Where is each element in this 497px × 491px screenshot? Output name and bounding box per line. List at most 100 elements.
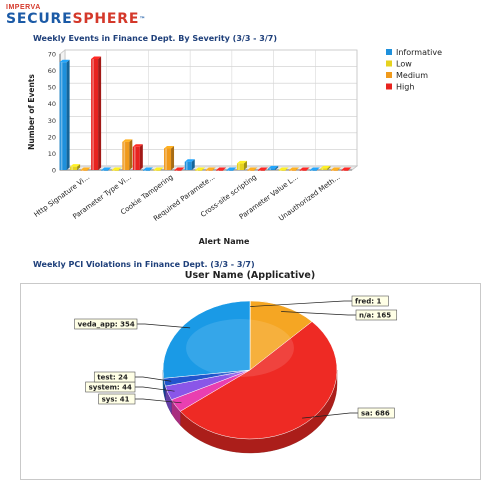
legend-label: Informative bbox=[396, 48, 442, 57]
bar-highlight bbox=[102, 170, 105, 171]
bar-top bbox=[278, 167, 289, 170]
bar bbox=[184, 161, 192, 170]
bar-highlight bbox=[300, 170, 303, 171]
bar bbox=[205, 170, 213, 171]
y-tick-label: 30 bbox=[48, 117, 56, 125]
pie-slice bbox=[249, 300, 313, 371]
plot-back-wall bbox=[64, 49, 358, 167]
bar bbox=[101, 170, 109, 171]
bar bbox=[91, 58, 99, 170]
bar-highlight bbox=[227, 170, 230, 171]
bar-highlight bbox=[311, 170, 313, 171]
bar-side bbox=[139, 144, 143, 170]
pie-leader-line bbox=[137, 323, 191, 329]
legend-swatch bbox=[386, 83, 392, 90]
brand-secure: SECURE bbox=[6, 11, 73, 27]
bar-highlight bbox=[269, 168, 271, 170]
bar bbox=[289, 170, 297, 171]
bar-highlight bbox=[92, 58, 94, 170]
y-tick-label: 40 bbox=[48, 100, 56, 108]
bar-side bbox=[191, 159, 195, 170]
bar bbox=[257, 170, 265, 171]
pie-slice bbox=[179, 321, 338, 440]
brand-sphere: SPHERE bbox=[72, 11, 140, 27]
bar-top bbox=[320, 165, 331, 169]
pie-slice-label: test: 24 bbox=[97, 374, 128, 382]
pie-chart-title: User Name (Applicative) bbox=[185, 270, 315, 281]
bar-highlight bbox=[185, 161, 188, 170]
pie-leader-line bbox=[135, 386, 175, 392]
legend-swatch bbox=[386, 72, 392, 78]
bar-top bbox=[216, 167, 227, 170]
bar-top bbox=[153, 167, 164, 170]
bar-top bbox=[257, 167, 268, 170]
bar-side bbox=[171, 145, 175, 170]
bar bbox=[70, 166, 78, 170]
bar-highlight bbox=[60, 62, 63, 170]
pie-slice-label: system: 44 bbox=[89, 384, 132, 392]
brand-logo: IMPERVA SECURESPHERE™ bbox=[6, 4, 146, 27]
pie-label-box bbox=[93, 371, 136, 383]
pie-slice bbox=[162, 300, 251, 379]
bar-side bbox=[66, 59, 70, 170]
bar-highlight bbox=[332, 170, 334, 171]
bar bbox=[164, 148, 172, 170]
y-tick-label: 10 bbox=[48, 150, 56, 158]
pie-leader-line bbox=[302, 412, 358, 419]
bar bbox=[153, 170, 161, 171]
y-tick-label: 20 bbox=[48, 133, 56, 141]
bar-top bbox=[101, 167, 112, 170]
legend-label: Low bbox=[396, 60, 412, 69]
legend-label: High bbox=[396, 83, 414, 92]
bar-highlight bbox=[113, 170, 115, 171]
bar-top bbox=[164, 145, 175, 149]
bar-top bbox=[236, 160, 247, 164]
bar bbox=[268, 168, 276, 170]
y-tick-label: 70 bbox=[48, 51, 56, 59]
bar-top bbox=[174, 167, 185, 170]
bar bbox=[247, 170, 255, 171]
bar-top bbox=[122, 139, 133, 142]
pie-label-box bbox=[98, 393, 136, 405]
bar-top bbox=[247, 167, 258, 170]
bar-top bbox=[80, 167, 91, 170]
bar-top bbox=[226, 167, 237, 170]
pie-leader-line bbox=[281, 311, 356, 316]
y-tick-label: 0 bbox=[52, 167, 56, 175]
bar-side bbox=[243, 160, 247, 170]
bar-top bbox=[59, 59, 70, 63]
bar-highlight bbox=[321, 168, 324, 170]
bar-highlight bbox=[81, 170, 84, 171]
bar-highlight bbox=[259, 170, 261, 171]
bar bbox=[195, 170, 203, 171]
bar bbox=[122, 141, 130, 170]
bar bbox=[341, 170, 349, 171]
bar-top bbox=[184, 159, 195, 162]
bar-highlight bbox=[217, 170, 220, 171]
pie-chart-frame bbox=[20, 283, 481, 480]
bar-top bbox=[309, 167, 320, 170]
bar-highlight bbox=[206, 170, 209, 171]
bar-top bbox=[299, 167, 310, 170]
x-axis-label: Alert Name bbox=[199, 237, 250, 246]
pie-label-box bbox=[355, 309, 398, 321]
legend-label: Medium bbox=[396, 71, 428, 80]
bar-side bbox=[275, 165, 279, 170]
legend-swatch bbox=[386, 60, 392, 67]
bar-highlight bbox=[134, 146, 136, 170]
bar-highlight bbox=[165, 148, 167, 170]
pie-slice-label: fred: 1 bbox=[355, 298, 381, 306]
bar-top bbox=[70, 164, 81, 167]
bar-highlight bbox=[342, 170, 345, 171]
bar-top bbox=[268, 165, 279, 169]
pie-slice-label: sys: 41 bbox=[102, 396, 130, 404]
bar bbox=[299, 170, 307, 171]
bar-highlight bbox=[290, 170, 292, 171]
brand-tm: ™ bbox=[139, 16, 147, 23]
bar-highlight bbox=[196, 170, 199, 171]
brand-company: IMPERVA bbox=[6, 4, 41, 11]
pie-leader-line bbox=[135, 376, 172, 382]
bar-top bbox=[341, 167, 352, 170]
pie-slice-label: n/a: 165 bbox=[359, 312, 391, 320]
